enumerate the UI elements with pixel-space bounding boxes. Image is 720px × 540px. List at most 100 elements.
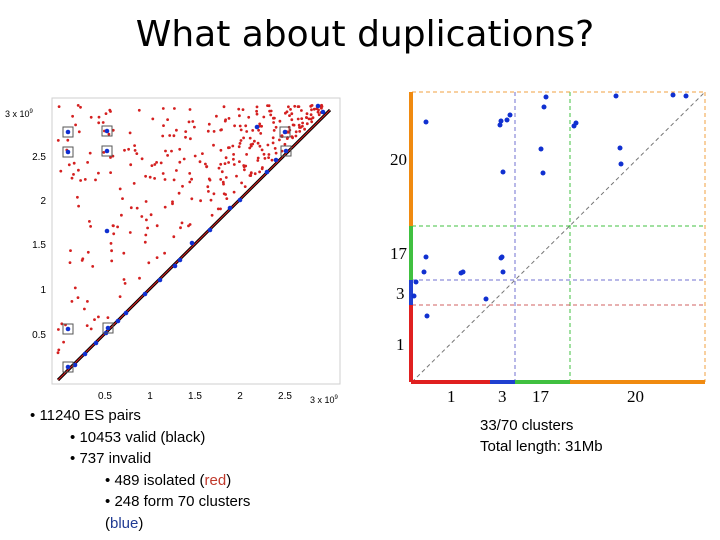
isolated-pair-dot: [97, 115, 101, 119]
clustered-pair-dot: [65, 364, 71, 370]
isolated-pair-dot: [238, 142, 242, 145]
cluster-box: [101, 125, 113, 137]
cluster-point: [571, 123, 577, 129]
isolated-pair-dot: [88, 220, 91, 223]
isolated-pair-dot: [251, 142, 255, 146]
isolated-pair-dot: [253, 172, 257, 176]
isolated-pair-dot: [260, 124, 263, 128]
isolated-pair-dot: [143, 240, 147, 244]
clustered-pair-dot: [264, 169, 270, 175]
isolated-pair-dot: [207, 122, 211, 126]
isolated-pair-dot: [212, 192, 216, 196]
isolated-pair-dot: [102, 151, 106, 154]
isolated-pair-dot: [188, 172, 192, 175]
isolated-pair-dot: [260, 167, 264, 171]
isolated-pair-dot: [237, 107, 241, 111]
isolated-pair-dot: [178, 160, 182, 164]
isolated-pair-dot: [317, 113, 321, 117]
cluster-point: [683, 93, 689, 99]
cluster-box: [62, 146, 74, 158]
isolated-pair-dot: [109, 156, 112, 159]
stat-clusters: • 248 form 70 clusters: [105, 493, 251, 510]
isolated-pair-dot: [199, 199, 203, 203]
isolated-pair-dot: [111, 128, 115, 132]
isolated-pair-dot: [232, 163, 236, 166]
isolated-pair-dot: [128, 231, 132, 234]
isolated-pair-dot: [238, 124, 242, 128]
isolated-pair-dot: [116, 225, 119, 229]
isolated-pair-dot: [149, 213, 153, 217]
isolated-pair-dot: [245, 153, 249, 156]
isolated-pair-dot: [220, 170, 224, 174]
isolated-pair-dot: [263, 157, 267, 160]
isolated-pair-dot: [73, 286, 77, 290]
isolated-pair-dot: [161, 107, 165, 110]
isolated-pair-dot: [305, 122, 309, 126]
cluster-box: [280, 145, 292, 157]
isolated-pair-dot: [180, 221, 184, 225]
x-tick-label: 2: [237, 391, 243, 402]
isolated-pair-dot: [140, 215, 144, 218]
isolated-pair-dot: [212, 130, 216, 133]
isolated-pair-dot: [290, 135, 294, 138]
isolated-pair-dot: [172, 235, 176, 239]
isolated-pair-dot: [190, 177, 194, 181]
isolated-pair-dot: [175, 169, 178, 172]
y-tick-label: 2.5: [32, 152, 46, 163]
isolated-pair-dot: [140, 157, 144, 161]
isolated-pair-dot: [70, 176, 74, 180]
isolated-pair-dot: [137, 108, 141, 112]
isolated-pair-dot: [222, 105, 226, 109]
isolated-pair-dot: [66, 138, 70, 142]
isolated-pair-dot: [242, 165, 246, 169]
isolated-pair-dot: [201, 152, 204, 155]
isolated-pair-dot: [232, 157, 235, 161]
isolated-pair-dot: [135, 206, 139, 210]
isolated-pair-dot: [266, 143, 270, 147]
isolated-pair-dot: [72, 173, 75, 176]
isolated-pair-dot: [110, 249, 113, 253]
isolated-pair-dot: [144, 174, 148, 178]
isolated-pair-dot: [163, 205, 167, 209]
isolated-pair-dot: [207, 177, 211, 181]
isolated-pair-dot: [257, 128, 260, 132]
isolated-pair-dot: [227, 161, 231, 164]
isolated-pair-dot: [173, 107, 176, 110]
cluster-point: [458, 270, 464, 276]
cluster-point: [483, 296, 489, 302]
isolated-pair-dot: [258, 170, 261, 174]
clustered-pair-dot: [65, 326, 71, 332]
isolated-pair-dot: [155, 161, 159, 164]
slide-title: What about duplications?: [135, 14, 595, 55]
isolated-pair-dot: [155, 224, 159, 228]
isolated-pair-dot: [217, 166, 221, 170]
isolated-pair-dot: [74, 123, 77, 127]
isolated-pair-dot: [243, 168, 246, 172]
isolated-pair-dot: [238, 160, 241, 163]
isolated-pair-dot: [120, 213, 123, 217]
isolated-pair-dot: [273, 147, 277, 150]
x-exponent-label: 3 x 109: [310, 395, 339, 405]
isolated-pair-dot: [181, 184, 184, 188]
y-label-chr3: 3: [396, 284, 405, 303]
clustered-pair-dot: [115, 318, 121, 324]
isolated-pair-dot: [70, 300, 74, 303]
isolated-pair-dot: [191, 120, 195, 123]
stat-es-pairs: • 11240 ES pairs: [30, 407, 141, 424]
isolated-pair-dot: [255, 109, 258, 113]
isolated-pair-dot: [83, 178, 87, 181]
isolated-pair-dot: [274, 125, 278, 129]
isolated-pair-dot: [133, 149, 137, 152]
isolated-pair-dot: [177, 191, 181, 195]
isolated-pair-dot: [151, 117, 155, 121]
y-exponent-label: 3 x 109: [5, 109, 34, 119]
isolated-pair-dot: [255, 105, 259, 109]
isolated-pair-dot: [135, 152, 139, 155]
isolated-pair-dot: [219, 178, 223, 181]
isolated-pair-dot: [112, 232, 116, 236]
cluster-box: [62, 126, 74, 138]
isolated-pair-dot: [62, 340, 65, 344]
cluster-point: [411, 293, 417, 299]
x-label-chr17: 17: [532, 387, 550, 406]
isolated-pair-dot: [267, 153, 271, 156]
